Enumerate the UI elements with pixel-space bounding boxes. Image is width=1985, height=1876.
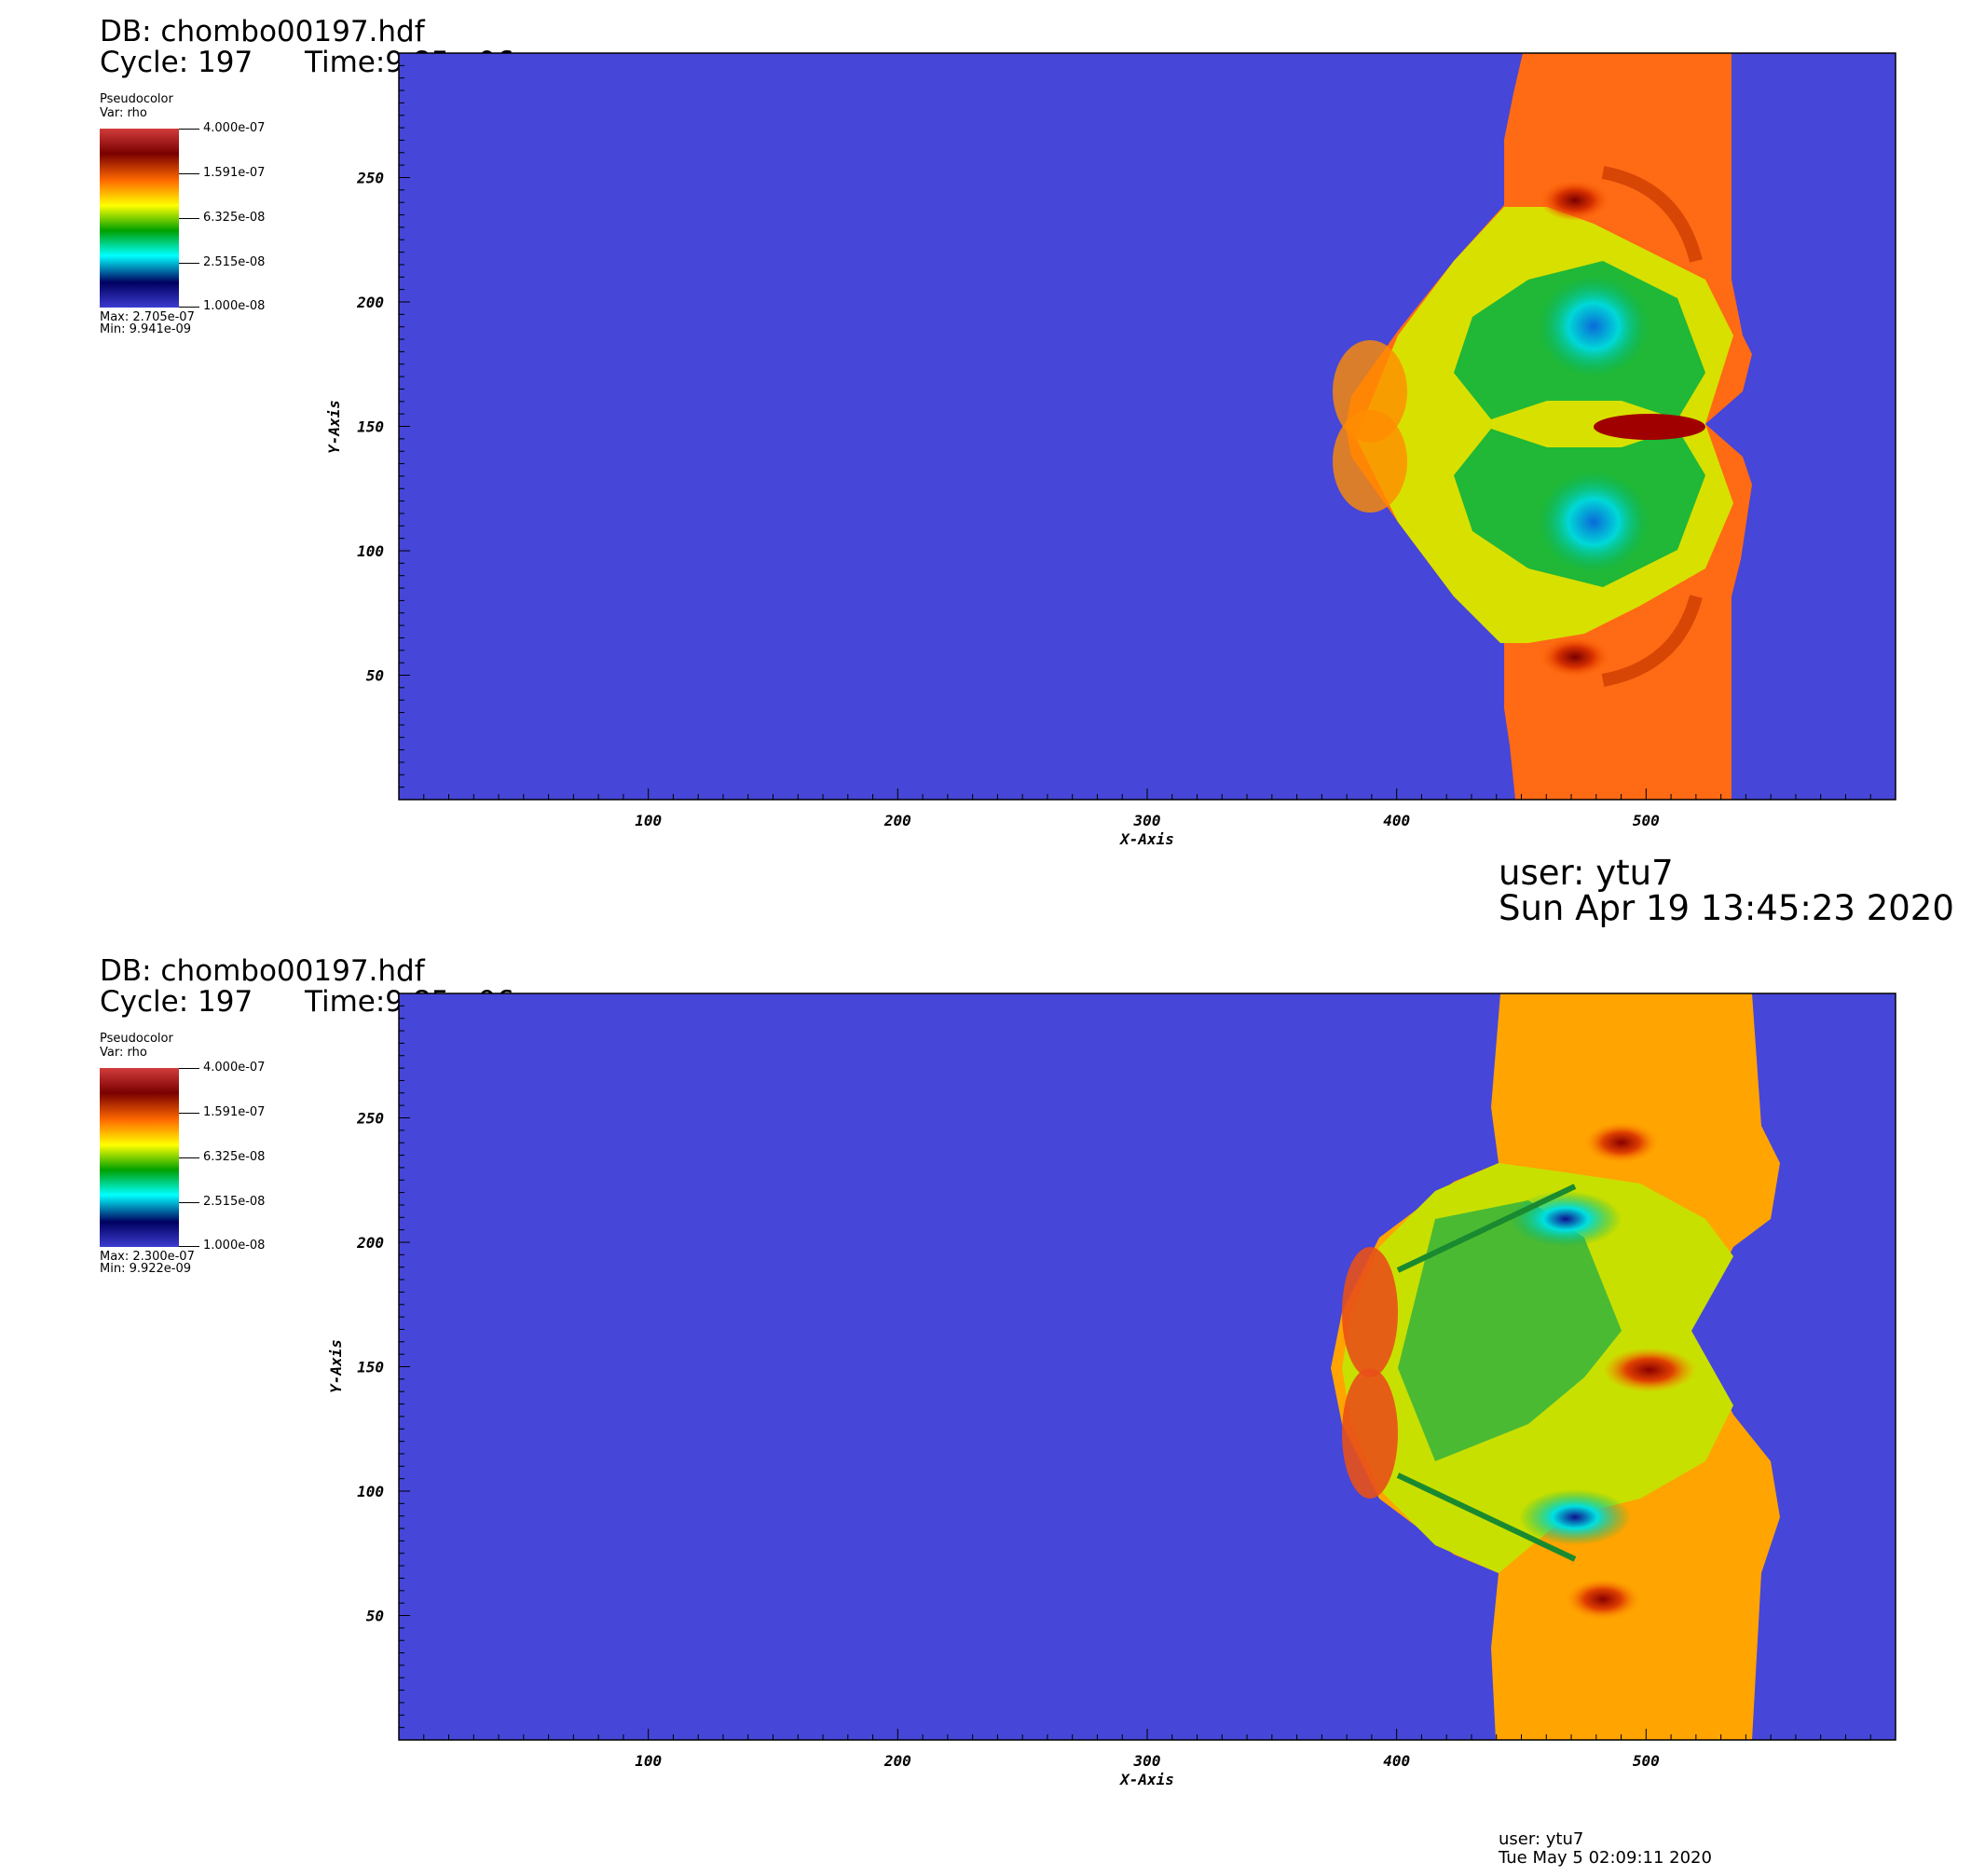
front-compression-lower: [1333, 410, 1407, 513]
date-label: Tue May 5 02:09:11 2020: [1499, 1848, 1712, 1868]
legend-max: Max: 2.300e-07: [100, 1250, 195, 1264]
legend-title: Pseudocolor: [100, 1032, 173, 1046]
density-plot: 100 200 300 400 500 50 100 150 200 250 X-Axis Y-…: [327, 993, 1896, 1788]
x-tick-label: 300: [1133, 812, 1161, 829]
legend-tick-label: 1.591e-07: [203, 1105, 266, 1119]
arc-upper: [1601, 166, 1703, 263]
x-axis-label: X-Axis: [1118, 830, 1174, 848]
legend-tick-label: 2.515e-08: [203, 255, 266, 269]
x-ticks: 100 200 300 400 500: [423, 1729, 1871, 1770]
shear-streak-lower: [1396, 1472, 1577, 1562]
legend-tick-label: 6.325e-08: [203, 1150, 266, 1164]
field-layer: [399, 993, 1896, 1740]
front-compression-lower: [1342, 1368, 1398, 1499]
y-tick-label: 150: [357, 1359, 384, 1376]
x-tick-label: 200: [883, 1752, 911, 1770]
legend-var: Var: rho: [100, 1046, 147, 1060]
central-hot-spot: [1603, 1348, 1696, 1392]
y-tick-label: 100: [357, 542, 384, 560]
x-tick-label: 400: [1383, 1752, 1410, 1770]
legend-tick: [179, 263, 199, 264]
field-layer: [399, 53, 1896, 800]
y-ticks: 50 100 150 200 250: [356, 64, 410, 788]
y-tick-label: 250: [356, 170, 384, 187]
x-ticks: 100 200 300 400 500: [423, 788, 1871, 829]
hot-spot-upper: [1584, 1122, 1659, 1163]
y-tick-label: 200: [356, 1234, 384, 1252]
legend-tick-label: 1.000e-08: [203, 1239, 266, 1253]
legend-tick: [179, 1068, 199, 1069]
legend-tick: [179, 1157, 199, 1158]
x-tick-label: 500: [1633, 812, 1660, 829]
db-label: DB: chombo00197.hdf: [100, 15, 425, 48]
y-tick-label: 100: [357, 1483, 384, 1500]
legend-tick: [179, 173, 199, 174]
colorbar: [100, 1068, 179, 1247]
legend-max: Max: 2.705e-07: [100, 310, 195, 324]
y-tick-label: 200: [356, 294, 384, 311]
y-axis-label: Y-Axis: [325, 400, 343, 454]
central-jet: [1594, 414, 1705, 440]
legend-tick: [179, 307, 199, 308]
legend-tick-label: 4.000e-07: [203, 121, 266, 135]
hot-spot-lower: [1566, 1579, 1640, 1620]
legend-tick: [179, 1113, 199, 1114]
shear-layer: [1398, 1200, 1622, 1461]
legend-tick: [179, 218, 199, 219]
y-ticks: 50 100 150 200 250: [356, 1005, 410, 1729]
plot-panel-2: DB: chombo00197.hdf Cycle: 197 Time:9.85…: [0, 939, 1985, 1876]
legend-min: Min: 9.922e-09: [100, 1262, 192, 1276]
cycle-label: Cycle: 197: [100, 46, 253, 79]
hot-spot-lower: [1540, 637, 1610, 678]
x-tick-label: 400: [1383, 812, 1410, 829]
x-axis-label: X-Axis: [1118, 1771, 1174, 1788]
legend-tick-label: 2.515e-08: [203, 1195, 266, 1209]
legend-title: Pseudocolor: [100, 92, 173, 106]
x-tick-label: 300: [1133, 1752, 1161, 1770]
arc-lower: [1601, 595, 1703, 687]
legend-var: Var: rho: [100, 106, 147, 120]
db-label: DB: chombo00197.hdf: [100, 954, 425, 988]
x-tick-label: 200: [883, 812, 911, 829]
legend-tick: [179, 129, 199, 130]
x-tick-label: 100: [635, 1752, 662, 1770]
legend-tick-label: 4.000e-07: [203, 1061, 266, 1075]
front-compression-upper: [1342, 1247, 1398, 1377]
plot-panel-1: DB: chombo00197.hdf Cycle: 197 Time:9.85…: [0, 0, 1985, 937]
hot-spot-upper: [1540, 180, 1610, 221]
cycle-label: Cycle: 197: [100, 985, 253, 1019]
legend-tick-label: 6.325e-08: [203, 211, 266, 225]
shear-streak-upper: [1396, 1184, 1577, 1273]
legend-tick-label: 1.000e-08: [203, 299, 266, 313]
colorbar-legend: Pseudocolor Var: rho 4.000e-07 1.591e-07…: [100, 1033, 305, 1294]
legend-tick: [179, 1202, 199, 1203]
y-axis-label: Y-Axis: [327, 1339, 345, 1393]
low-density-upper: [1510, 1191, 1622, 1247]
y-tick-label: 150: [357, 418, 384, 436]
x-tick-label: 100: [635, 812, 662, 829]
x-tick-label: 500: [1633, 1752, 1660, 1770]
user-label: user: ytu7: [1499, 1829, 1584, 1849]
density-plot: 100 200 300 400 500 50 100 150 200 250 X-Axis Y-…: [325, 52, 1896, 848]
y-tick-label: 50: [366, 667, 384, 685]
legend-tick: [179, 1246, 199, 1247]
low-density-lower: [1519, 1489, 1631, 1545]
colorbar-legend: Pseudocolor Var: rho 4.000e-07 1.591e-07…: [100, 93, 305, 354]
date-label: Sun Apr 19 13:45:23 2020: [1499, 888, 1954, 928]
legend-tick-label: 1.591e-07: [203, 166, 266, 180]
user-label: user: ytu7: [1499, 853, 1674, 893]
legend-min: Min: 9.941e-09: [100, 322, 192, 336]
low-density-upper: [1538, 275, 1650, 377]
y-tick-label: 50: [366, 1608, 384, 1625]
y-tick-label: 250: [356, 1110, 384, 1128]
low-density-lower: [1538, 471, 1650, 573]
colorbar: [100, 129, 179, 308]
